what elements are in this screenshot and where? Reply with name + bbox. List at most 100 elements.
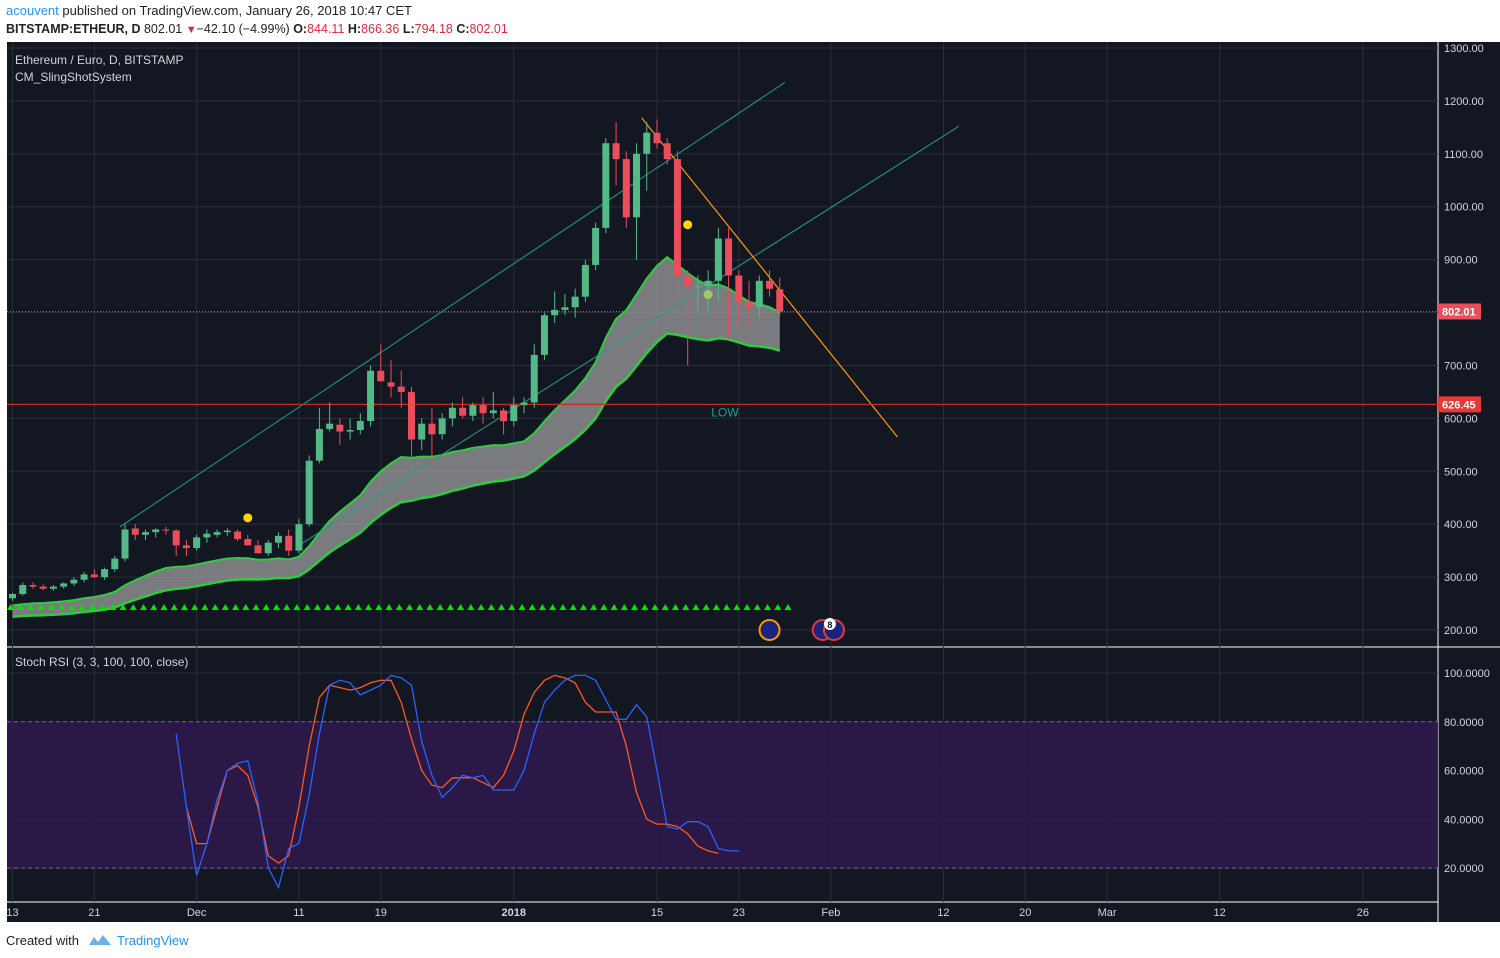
candle-body — [234, 531, 242, 539]
channel-upper-line — [119, 81, 786, 528]
candle-body — [407, 391, 415, 440]
buy-triangle — [242, 604, 250, 610]
high-value: 866.36 — [361, 22, 400, 36]
candle-body — [131, 528, 139, 535]
candle-body — [326, 423, 334, 429]
band-fill — [12, 257, 780, 617]
buy-triangle — [569, 604, 577, 610]
buy-triangle — [293, 604, 301, 610]
candle-body — [438, 418, 446, 435]
buy-triangle — [559, 604, 567, 610]
candle-body — [172, 530, 180, 546]
candle-body — [9, 594, 16, 599]
candle-body — [540, 315, 548, 355]
candle-body — [141, 532, 149, 535]
publish-info: acouvent published on TradingView.com, J… — [6, 3, 412, 18]
price-tick-label: 1300.00 — [1444, 43, 1484, 55]
buy-triangle — [191, 604, 199, 610]
buy-triangle — [498, 604, 506, 610]
candle-body — [479, 405, 487, 414]
down-arrow-icon: ▼ — [185, 24, 197, 36]
buy-triangle — [426, 604, 434, 610]
buy-triangle — [620, 604, 628, 610]
open-value: 844.11 — [307, 22, 345, 36]
channel-lower-line — [298, 125, 960, 546]
buy-triangle — [262, 604, 270, 610]
candle-body — [285, 535, 293, 551]
low-label: LOW — [711, 405, 739, 419]
candle-body — [755, 280, 763, 308]
candle-body — [684, 275, 692, 287]
buy-triangle — [723, 604, 731, 610]
candle-body — [489, 410, 497, 414]
candle-body — [622, 159, 630, 218]
candle-body — [152, 529, 160, 533]
candle-body — [49, 586, 57, 589]
buy-triangle — [344, 604, 352, 610]
buy-triangle — [682, 604, 690, 610]
candle-body — [510, 405, 518, 422]
time-tick-label: Dec — [187, 907, 207, 919]
candle-body — [295, 524, 303, 551]
stoch-rsi-label: Stoch RSI (3, 3, 100, 100, close) — [15, 655, 188, 669]
indicator-label: CM_SlingShotSystem — [15, 70, 132, 84]
event-count-badge — [823, 618, 836, 630]
rsi-tick-label: 40.0000 — [1444, 814, 1484, 826]
time-tick-label: 20 — [1019, 907, 1031, 919]
buy-triangle — [313, 604, 321, 610]
buy-triangle — [78, 604, 86, 610]
markers: 8 — [7, 220, 845, 641]
event-count-label: 8 — [827, 620, 832, 630]
candle-body — [469, 405, 477, 416]
buy-triangle — [395, 604, 403, 610]
buy-triangle — [671, 604, 679, 610]
candle-body — [602, 143, 610, 228]
chart-title: Ethereum / Euro, D, BITSTAMP — [15, 53, 184, 67]
buy-triangle — [303, 604, 311, 610]
close-value: 802.01 — [469, 22, 508, 36]
buy-triangle — [590, 604, 598, 610]
candle-body — [704, 280, 712, 287]
buy-triangle — [365, 604, 373, 610]
signal-dot — [243, 513, 253, 523]
last-price-badge-label: 802.01 — [1442, 306, 1476, 318]
time-tick-label: 15 — [651, 907, 663, 919]
buy-triangle — [27, 604, 35, 610]
candle-body — [530, 354, 538, 403]
rsi-tick-label: 100.0000 — [1444, 668, 1490, 680]
buy-triangle — [487, 604, 495, 610]
high-label: H: — [347, 22, 362, 36]
buy-triangle — [88, 604, 96, 610]
price-tick-label: 700.00 — [1444, 360, 1478, 372]
candle-body — [397, 386, 405, 392]
slow-ema-line — [12, 332, 781, 618]
chart-canvas[interactable]: 8 1300.001200.001100.001000.00900.00800.… — [0, 42, 1500, 922]
candle-body — [203, 533, 211, 538]
signal-dot — [703, 290, 713, 300]
rsi-zone — [7, 721, 1438, 868]
price-scale-background — [1438, 42, 1500, 922]
time-tick-label: 12 — [937, 907, 949, 919]
rsi-tick-label: 80.0000 — [1444, 717, 1484, 729]
price-tick-label: 1100.00 — [1444, 149, 1483, 161]
buy-triangle — [354, 604, 362, 610]
rsi-tick-label: 60.0000 — [1444, 766, 1484, 778]
candle-body — [80, 574, 88, 580]
candle-body — [428, 423, 436, 435]
published-text: published on TradingView.com, January 26… — [62, 3, 412, 18]
chart-frame[interactable]: 8 1300.001200.001100.001000.00900.00800.… — [0, 42, 1500, 922]
tradingview-link[interactable]: TradingView — [117, 933, 189, 948]
tradingview-logo-icon[interactable] — [88, 933, 112, 947]
candle-body — [520, 402, 528, 406]
buy-triangle — [180, 604, 188, 610]
event-icon — [758, 619, 781, 641]
buy-triangle — [160, 604, 168, 610]
buy-triangle — [170, 604, 178, 610]
candle-body — [561, 307, 569, 310]
buy-triangle — [774, 604, 782, 610]
buy-triangle — [232, 604, 240, 610]
time-tick-label: 12 — [1214, 907, 1226, 919]
candle-body — [367, 370, 375, 422]
author-link[interactable]: acouvent — [6, 3, 59, 18]
candle-body — [653, 132, 661, 144]
